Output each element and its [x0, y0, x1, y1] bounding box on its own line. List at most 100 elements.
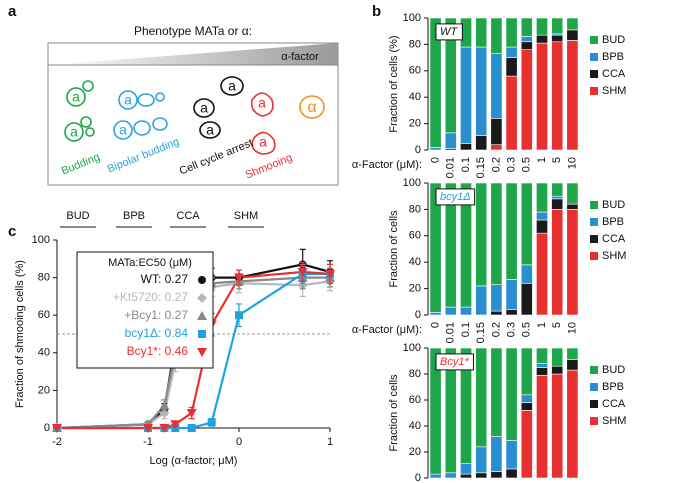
y-tick-label: 0 [415, 472, 421, 483]
y-axis-label: Fraction of cells [388, 210, 400, 288]
bar-segment [490, 310, 503, 316]
legend-box [76, 251, 214, 369]
cell-letter: a [200, 100, 208, 116]
legend-label: SHM [602, 250, 626, 262]
marker [186, 408, 197, 418]
legend-swatch [590, 70, 598, 78]
bar-segment [490, 436, 503, 472]
bar-segment [536, 42, 548, 151]
bar-segment [566, 369, 579, 479]
legend-swatch [590, 400, 598, 408]
bar-segment [536, 374, 548, 479]
bar-segment [429, 182, 442, 313]
bar-segment [460, 46, 472, 144]
gradient-label: α-factor [281, 51, 319, 63]
marker [325, 269, 335, 279]
bar-segment [490, 53, 503, 119]
y-tick-label: 60 [409, 394, 421, 406]
bar-segment [490, 17, 503, 54]
bar-segment [551, 17, 564, 35]
bud [137, 93, 155, 107]
phenotype-label: Shmooing [244, 152, 294, 182]
x-tick-label: 5 [551, 157, 563, 163]
phenotype-abbr: SHM [234, 210, 258, 222]
bar-segment [505, 347, 518, 441]
title-box [435, 353, 474, 371]
bud [85, 127, 95, 137]
phenotype-label: Budding [60, 151, 102, 177]
bar-segment [475, 135, 488, 151]
chart-title: Bcy1* [440, 356, 469, 368]
legend-swatch [590, 201, 598, 209]
bar-segment [536, 367, 548, 376]
bar-segment [505, 439, 518, 470]
bar-segment [551, 365, 564, 375]
bar-segment [536, 17, 548, 36]
x-tick-label: 0 [236, 436, 242, 448]
bar-segment [520, 49, 533, 151]
x-tick-label: 0.15 [475, 157, 487, 178]
bar-segment [551, 347, 564, 367]
bar-segment [520, 402, 533, 411]
x-tick-label: 1 [536, 322, 548, 328]
bar-segment [490, 182, 503, 285]
x-tick-label: 5 [551, 322, 563, 328]
bar-segment [444, 182, 457, 308]
legend-label: +Bcy1: 0.27 [124, 308, 188, 322]
legend-swatch [590, 87, 598, 95]
x-tick-label: 0.3 [506, 157, 518, 172]
bar-segment [566, 203, 579, 210]
x-tick-label: -2 [52, 436, 62, 448]
bar-segment [566, 17, 579, 31]
bar-segment [536, 232, 548, 316]
marker [197, 293, 207, 303]
bar-segment [536, 347, 548, 364]
bar-segment [520, 394, 533, 403]
bar-segment [520, 410, 533, 479]
y-tick-label: 40 [409, 420, 421, 432]
bar-segment [475, 46, 488, 136]
bar-segment [566, 29, 579, 41]
y-axis-label: Fraction of shmooing cells (%) [14, 260, 26, 408]
phenotype-abbr: BUD [66, 210, 89, 222]
bud [80, 116, 92, 128]
bar-segment [475, 285, 488, 316]
bar-segment [551, 34, 564, 43]
bar-segment [551, 195, 564, 200]
y-tick-label: 0 [44, 422, 50, 434]
marker [159, 424, 170, 433]
bar-segment [460, 473, 472, 479]
marker [198, 330, 206, 338]
legend-label: BUD [602, 364, 625, 376]
marker [159, 400, 170, 410]
bar-segment [536, 34, 548, 44]
bar-segment [429, 347, 442, 475]
phenotype-label: Bipolar budding [106, 136, 181, 176]
marker [235, 311, 243, 320]
legend-swatch [590, 366, 598, 374]
bar-segment [444, 306, 457, 316]
bar-segment [566, 40, 579, 151]
x-tick-label: 10 [566, 157, 578, 169]
cell [220, 76, 244, 96]
panel-label: c [8, 223, 16, 240]
bar-segment [490, 284, 503, 312]
x-tick-label: 0.5 [521, 322, 533, 337]
bar-segment [566, 182, 579, 205]
marker [197, 311, 207, 320]
bar-segment [551, 373, 564, 479]
y-tick-label: 20 [409, 446, 421, 458]
title-box [435, 23, 463, 41]
bar-segment [551, 209, 564, 316]
y-tick-label: 100 [403, 12, 421, 24]
bar-segment [429, 17, 442, 148]
bar-segment [566, 359, 579, 371]
x-tick-label: -1 [143, 436, 153, 448]
x-tick-label: 0.1 [460, 157, 472, 172]
bar-segment [536, 363, 548, 368]
legend-title: MATa:EC50 (μM) [108, 257, 192, 269]
cell-letter: a [72, 89, 80, 105]
marker [143, 424, 153, 433]
diagram-box [47, 42, 339, 186]
